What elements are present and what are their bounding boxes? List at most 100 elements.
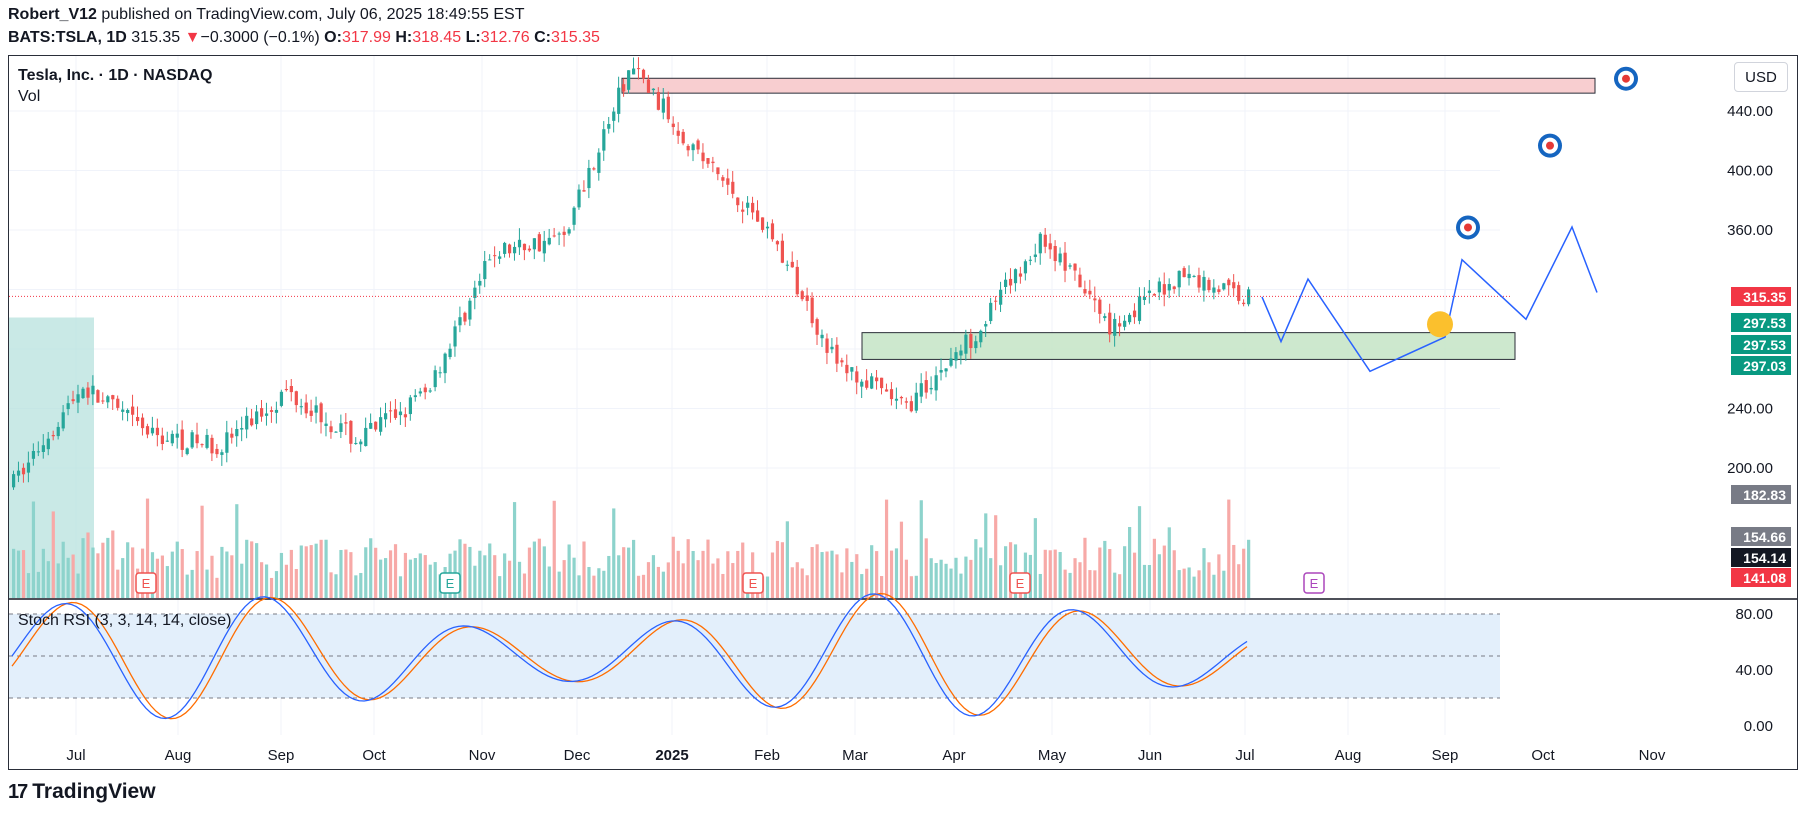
volume-bar (522, 573, 527, 598)
candle-body (934, 375, 938, 391)
volume-bar (71, 554, 75, 598)
volume-legend[interactable]: Vol (18, 88, 41, 105)
volume-bar (96, 553, 100, 598)
candle-body (1137, 296, 1142, 321)
volume-bar (463, 543, 467, 598)
last-price: 315.35 (131, 29, 181, 46)
volume-bar (319, 539, 323, 598)
volume-bar (215, 577, 219, 598)
earnings-marker (742, 572, 764, 594)
candle-body (1118, 323, 1122, 327)
candle-body (681, 131, 685, 144)
volume-bar (830, 550, 834, 598)
volume-bar (503, 553, 507, 598)
volume-bar (1048, 550, 1052, 598)
candle-body (76, 394, 80, 403)
volume-bar (334, 574, 338, 598)
candle-body (225, 432, 229, 453)
volume-bar (1227, 499, 1231, 598)
candle-body (56, 426, 60, 437)
volume-bar (1187, 567, 1191, 598)
volume-bar (602, 570, 606, 598)
target-icon-bullseye (1464, 223, 1472, 232)
volume-bar (800, 568, 804, 598)
volume-bar (1088, 570, 1092, 598)
currency-button[interactable]: USD (1734, 62, 1788, 92)
candle-body (423, 387, 427, 393)
candle-body (746, 202, 750, 208)
volume-bar (403, 552, 408, 598)
candle-body (1083, 289, 1087, 294)
low-label: L: (465, 29, 481, 46)
volume-bar (279, 552, 284, 598)
author-name[interactable]: Robert_V12 (8, 6, 97, 23)
volume-bar (1232, 544, 1236, 598)
candle-body (145, 426, 150, 435)
volume-bar (676, 550, 680, 598)
volume-bar (721, 573, 725, 598)
volume-bar (875, 551, 879, 598)
candle-body (775, 241, 780, 245)
volume-bar (790, 567, 794, 598)
candle-body (304, 402, 308, 414)
volume-bar (850, 561, 854, 598)
volume-bar (785, 521, 789, 598)
price-tag (1731, 548, 1791, 567)
volume-bar (934, 563, 938, 598)
candle-body (150, 427, 155, 434)
volume-bar (314, 543, 318, 598)
volume-bar (116, 569, 120, 598)
volume-bar (1182, 568, 1186, 598)
volume-bar (701, 550, 705, 598)
volume-bar (1202, 548, 1206, 598)
volume-bar (646, 562, 651, 598)
candle-body (51, 435, 55, 437)
candle-body (354, 442, 358, 444)
volume-bar (1128, 526, 1132, 598)
candle-body (815, 319, 819, 335)
volume-bar (200, 505, 204, 598)
price-change: −0.3000 (−0.1%) (200, 29, 320, 46)
volume-bar (384, 558, 388, 598)
volume-bar (1033, 518, 1037, 598)
candle-body (264, 413, 269, 416)
candle-body (205, 434, 209, 448)
stoch-rsi-legend[interactable]: Stoch RSI (3, 3, 14, 14, close) (18, 612, 232, 629)
volume-bar (478, 550, 482, 598)
candle-body (790, 261, 794, 268)
candle-body (785, 264, 789, 266)
tradingview-brand[interactable]: 17 TradingView (8, 780, 156, 804)
volume-bar (929, 558, 933, 598)
time-tick-label: Apr (942, 747, 965, 764)
volume-bar (617, 555, 621, 598)
price-tag-label: 297.53 (1743, 337, 1786, 353)
volume-bar (964, 556, 968, 598)
candle-body (413, 395, 417, 398)
candle-body (140, 417, 145, 429)
candle-body (1128, 314, 1132, 323)
volume-bar (1068, 572, 1072, 598)
volume-bar (76, 573, 80, 598)
candle-body (651, 88, 656, 91)
volume-bar (1207, 562, 1211, 598)
volume-bar (126, 542, 130, 598)
volume-bar (398, 576, 403, 598)
stoch-rsi-d-line (11, 592, 1248, 720)
volume-bar (329, 572, 333, 598)
volume-bar (661, 571, 665, 598)
volume-bar (210, 555, 214, 598)
volume-bar (582, 541, 586, 598)
volume-bar (324, 539, 328, 598)
volume-bar (81, 538, 85, 598)
candle-body (979, 330, 983, 343)
chart-legend-title[interactable]: Tesla, Inc. · 1D · NASDAQ (18, 67, 213, 84)
volume-bar (1147, 565, 1152, 598)
candle-body (949, 358, 953, 366)
volume-bar (299, 545, 303, 598)
candle-body (929, 387, 933, 390)
candle-body (349, 420, 353, 444)
volume-bar (651, 555, 656, 598)
volume-bar (170, 551, 174, 598)
candle-body (939, 370, 943, 373)
